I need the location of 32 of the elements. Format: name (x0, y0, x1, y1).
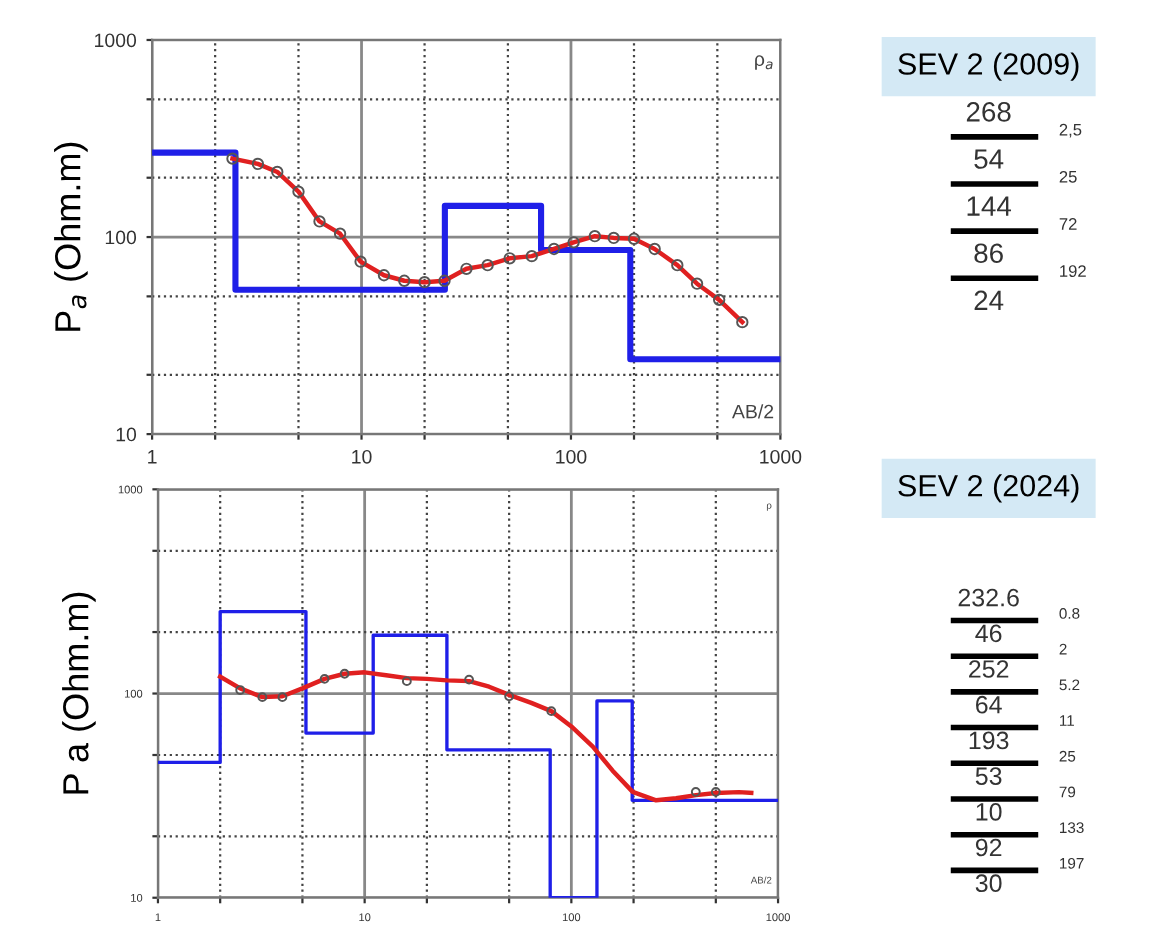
text: 2,5 (1059, 123, 1082, 138)
annotation: ρ$_{a}$ (755, 55, 773, 70)
y-tick-label: 10 (116, 427, 137, 442)
text: 232.6 (958, 588, 1019, 607)
text: 24 (974, 290, 1004, 310)
text: 53 (975, 767, 1002, 785)
text: 192 (1060, 265, 1086, 277)
text: 144 (967, 196, 1012, 216)
line-series (230, 156, 745, 325)
x-tick-label: 1000 (760, 449, 802, 464)
y-tick-label: 100 (105, 230, 137, 245)
text: 46 (975, 624, 1002, 643)
text: 252 (969, 660, 1009, 678)
text: 193 (969, 731, 1009, 750)
x-tick-label: 10 (352, 449, 372, 464)
text: SEV 2 (2009) (898, 52, 1079, 81)
text: 86 (974, 243, 1003, 264)
text: 30 (975, 874, 1002, 893)
y-axis-title: P$_{a}$ (Ohm.m) (54, 142, 88, 331)
text: 92 (975, 838, 1002, 857)
text: 10 (976, 802, 1002, 821)
y-tick-label: 1000 (95, 33, 137, 48)
text: 25 (1059, 170, 1077, 183)
text: 64 (976, 695, 1002, 714)
x-tick-label: 100 (556, 449, 587, 464)
y-axis-title: P a (Ohm.m) (62, 592, 96, 794)
text: 72 (1059, 218, 1077, 230)
annotation: AB/2 (731, 404, 774, 419)
text: 54 (974, 149, 1004, 169)
x-tick-label: 1 (148, 450, 157, 464)
text: SEV 2 (2024) (898, 474, 1079, 503)
text: 268 (966, 102, 1011, 122)
